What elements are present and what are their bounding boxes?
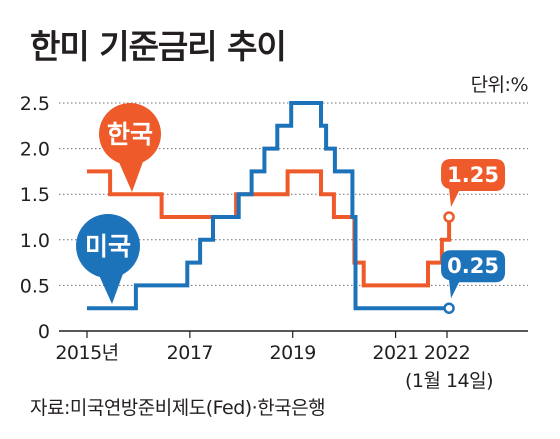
korea-label-pointer bbox=[118, 159, 144, 192]
y-tick-label: 0 bbox=[38, 321, 50, 343]
y-tick-label: 1.0 bbox=[20, 230, 50, 252]
korea-series-label: 한국 bbox=[107, 120, 153, 149]
x-tick-label: 2019 bbox=[270, 342, 316, 364]
y-tick-label: 2.0 bbox=[20, 139, 50, 161]
us-series-label: 미국 bbox=[85, 232, 131, 261]
source-note: 자료:미국연방준비제도(Fed)·한국은행 bbox=[30, 397, 326, 419]
korea-rate-line bbox=[87, 169, 452, 288]
unit-label: 단위:% bbox=[470, 74, 529, 96]
y-tick-label: 0.5 bbox=[20, 275, 50, 297]
korea-end-value: 1.25 bbox=[447, 163, 499, 187]
x-tick-label: 2021 bbox=[372, 342, 418, 364]
y-tick-label: 1.5 bbox=[20, 184, 50, 206]
us-label-pointer bbox=[98, 271, 124, 304]
korea-value-callout bbox=[441, 159, 506, 207]
y-tick-label: 2.5 bbox=[20, 93, 50, 115]
korea-end-marker bbox=[443, 211, 455, 223]
us-value-callout bbox=[441, 250, 506, 299]
x-tick-label: 2015년 bbox=[55, 342, 118, 364]
chart-title: 한미 기준금리 추이 bbox=[30, 27, 287, 66]
x-tick-label: 2022 bbox=[424, 342, 470, 364]
us-rate-line bbox=[87, 101, 450, 311]
korea-label-bubble bbox=[99, 103, 161, 165]
x-tick-label: 2017 bbox=[167, 342, 213, 364]
us-end-marker bbox=[443, 302, 455, 314]
us-label-bubble bbox=[76, 214, 140, 278]
x-note-label: (1월 14일) bbox=[405, 370, 493, 392]
us-end-value: 0.25 bbox=[447, 254, 499, 278]
